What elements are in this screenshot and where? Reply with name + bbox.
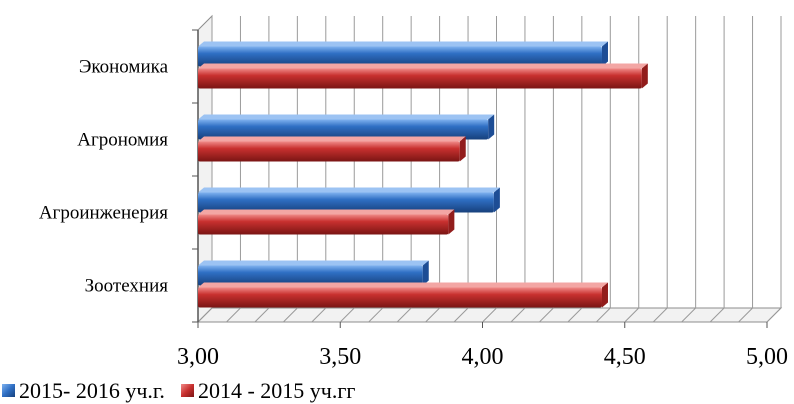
floor-gridline (595, 307, 611, 323)
category-label: Агроинженерия (39, 203, 168, 224)
floor-gridline (539, 307, 554, 323)
floor-gridline (738, 307, 753, 323)
bar-series-1 (198, 192, 494, 213)
bar-end-2 (459, 136, 466, 162)
floor-gridline (197, 307, 213, 323)
bar-end-1 (422, 260, 429, 286)
category-label: Агрономия (77, 130, 168, 151)
bar-end-2 (448, 209, 455, 235)
category-label: Зоотехния (85, 276, 169, 297)
floor-gridline (510, 307, 526, 323)
floor-gridline (282, 307, 298, 323)
legend-swatch-series-2 (180, 384, 194, 397)
x-tick-label: 3,50 (319, 344, 361, 370)
x-tick-label: 5,00 (746, 344, 788, 370)
floor-gridline (567, 307, 583, 323)
floor-gridline (425, 307, 440, 323)
floor-gridline (254, 307, 270, 323)
legend-label-series-1: 2015- 2016 уч.г. (19, 377, 165, 403)
floor-gridline (681, 307, 697, 323)
bar-top-1 (198, 187, 500, 193)
bar-top-2 (198, 282, 608, 288)
bar-top-2 (198, 63, 648, 69)
bar-series-1 (198, 265, 423, 286)
bar-end-2 (641, 63, 648, 89)
x-tick-labels: 3,00 3,50 4,00 4,50 5,00 (177, 344, 788, 370)
bar-series-2 (198, 287, 602, 308)
bar-end-2 (601, 282, 608, 308)
bar-series-2 (198, 141, 460, 162)
category-labels: Экономика Агрономия Агроинженерия Зоотехния (39, 57, 169, 297)
legend: 2015- 2016 уч.г. 2014 - 2015 уч.гг (0, 378, 369, 403)
legend-label-series-2: 2014 - 2015 уч.гг (197, 377, 356, 403)
bar-end-1 (488, 114, 495, 140)
bar-top-1 (198, 260, 429, 266)
bar-top-1 (198, 114, 495, 120)
floor-gridline (226, 307, 241, 323)
legend-item-series-2: 2014 - 2015 уч.гг (179, 378, 355, 404)
floor-gridline (709, 307, 725, 323)
x-tick-label: 3,00 (177, 344, 219, 370)
x-tick-label: 4,00 (462, 344, 504, 370)
floor-gridline (766, 307, 782, 323)
floor-gridline (453, 307, 469, 323)
bar-series-2 (198, 214, 449, 235)
bars-group (198, 41, 648, 308)
x-tick-label: 4,50 (604, 344, 646, 370)
floor-gridline (339, 307, 355, 323)
floor-gridline (396, 307, 412, 323)
floor-gridline (652, 307, 668, 323)
floor-gridline (311, 307, 327, 323)
bar-top-2 (198, 209, 455, 215)
bar-end-1 (493, 187, 500, 213)
floor-gridline (368, 307, 384, 323)
bar-series-1 (198, 46, 602, 67)
floor-gridline (482, 307, 497, 323)
category-label: Экономика (79, 57, 169, 78)
bar-series-2 (198, 68, 642, 89)
bar-end-1 (601, 41, 608, 67)
bar-top-1 (198, 41, 608, 47)
bar-series-1 (198, 119, 489, 140)
bar-top-2 (198, 136, 466, 142)
legend-item-series-1: 2015- 2016 уч.г. (0, 378, 165, 404)
floor-gridline (624, 307, 640, 323)
legend-swatch-series-1 (2, 384, 15, 397)
